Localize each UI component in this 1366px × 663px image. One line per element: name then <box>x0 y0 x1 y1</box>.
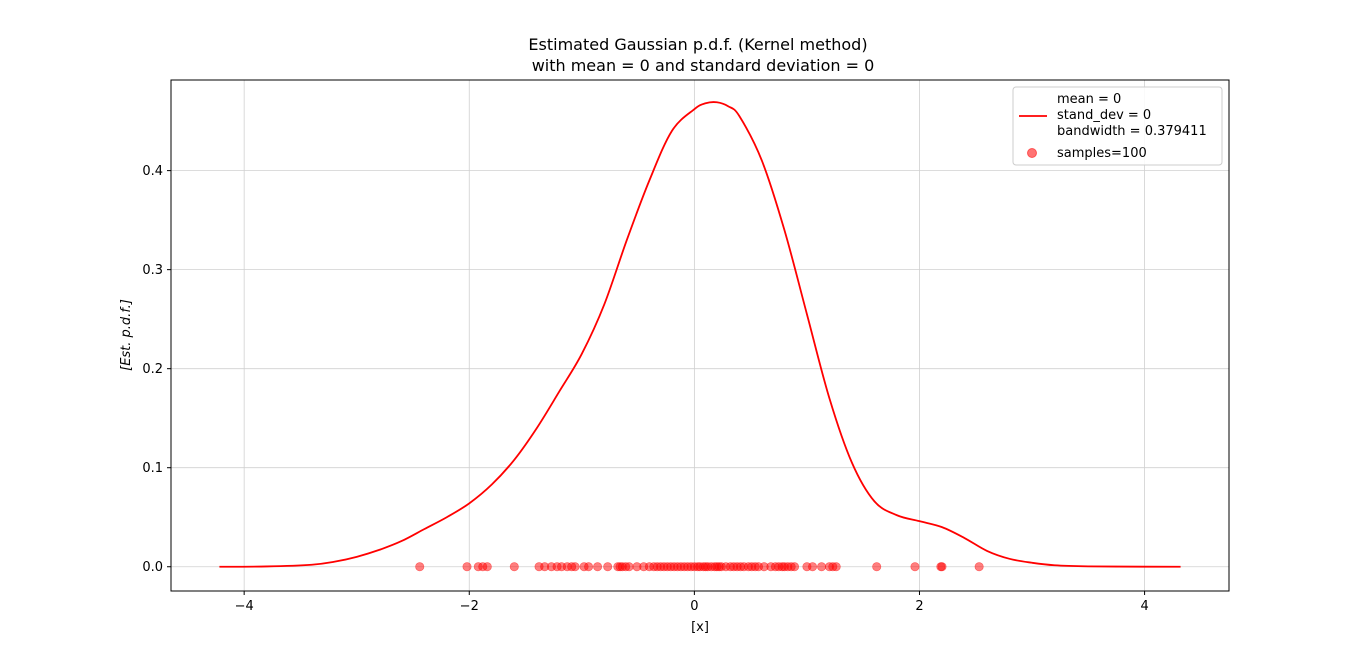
x-tick-label: −4 <box>235 599 254 614</box>
sample-point <box>808 562 818 572</box>
legend-box <box>1012 86 1223 166</box>
sample-point <box>910 562 920 572</box>
y-tick-label: 0.0 <box>142 560 163 575</box>
legend: mean = 0 stand_dev = 0 bandwidth = 0.379… <box>1012 86 1223 166</box>
legend-label-mean: mean = 0 <box>1057 92 1121 107</box>
sample-point <box>790 562 800 572</box>
legend-marker-swatch <box>1027 148 1037 158</box>
x-axis-ticks: −4 −2 0 2 4 <box>235 591 1149 614</box>
kde-curve <box>219 101 1181 568</box>
chart-title: Estimated Gaussian p.d.f. (Kernel method… <box>528 35 867 54</box>
legend-label-stand-dev: stand_dev = 0 <box>1057 108 1151 123</box>
y-tick-label: 0.2 <box>142 362 163 377</box>
y-tick-label: 0.3 <box>142 263 163 278</box>
y-axis-ticks: 0.0 0.1 0.2 0.3 0.4 <box>142 164 171 575</box>
sample-point <box>462 562 472 572</box>
sample-point <box>817 562 827 572</box>
x-tick-label: −2 <box>460 599 479 614</box>
sample-point <box>584 562 594 572</box>
sample-point <box>509 562 519 572</box>
x-tick-label: 2 <box>915 599 923 614</box>
sample-point <box>415 562 425 572</box>
chart-subtitle: with mean = 0 and standard deviation = 0 <box>532 56 875 75</box>
legend-label-samples: samples=100 <box>1057 146 1147 161</box>
y-tick-label: 0.1 <box>142 461 163 476</box>
x-tick-label: 4 <box>1140 599 1148 614</box>
plot-frame <box>170 79 1230 592</box>
y-axis-label: [Est. p.d.f.] <box>119 299 134 371</box>
legend-label-bandwidth: bandwidth = 0.379411 <box>1057 124 1207 139</box>
x-tick-label: 0 <box>690 599 698 614</box>
sample-point <box>603 562 613 572</box>
sample-point <box>872 562 882 572</box>
sample-point <box>937 562 947 572</box>
sample-point <box>482 562 492 572</box>
sample-point <box>593 562 603 572</box>
kde-curve-layer <box>219 101 1181 568</box>
sample-point <box>624 562 634 572</box>
x-axis-label: [x] <box>691 620 709 635</box>
sample-points <box>415 562 984 572</box>
sample-point <box>974 562 984 572</box>
y-tick-label: 0.4 <box>142 164 163 179</box>
sample-point <box>831 562 841 572</box>
sample-point <box>570 562 580 572</box>
